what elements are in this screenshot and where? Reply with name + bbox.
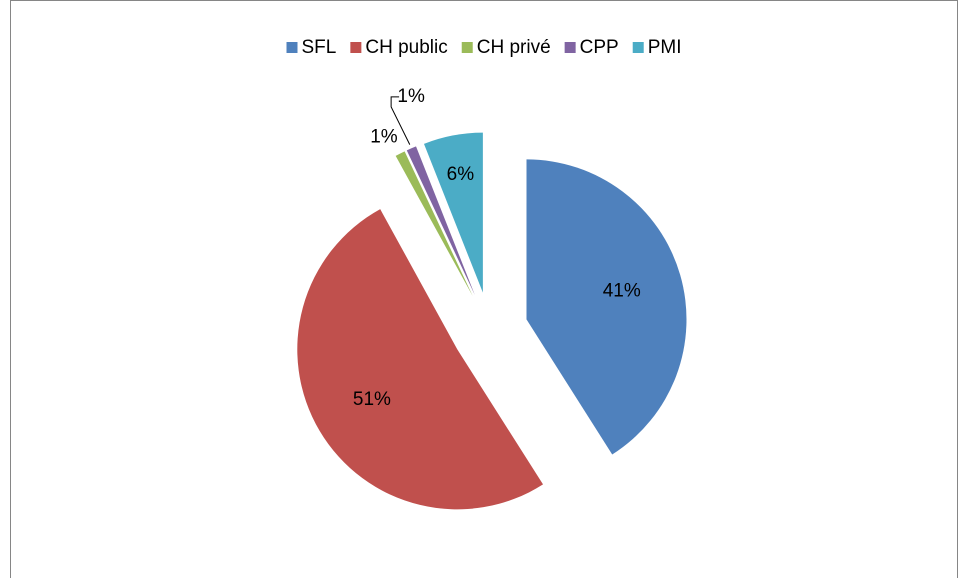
data-label: 1% bbox=[370, 127, 398, 148]
legend-swatch bbox=[461, 42, 473, 53]
legend-label: PMI bbox=[648, 37, 682, 58]
leader-line bbox=[390, 96, 411, 145]
legend-label: CPP bbox=[580, 37, 619, 58]
pie-slice bbox=[406, 146, 475, 296]
legend-swatch bbox=[350, 42, 362, 53]
data-label: 41% bbox=[603, 281, 641, 302]
legend-swatch bbox=[564, 42, 576, 53]
pie-slice bbox=[395, 151, 473, 297]
legend-label: SFL bbox=[302, 37, 337, 58]
pie-slice bbox=[297, 209, 544, 510]
data-label: 51% bbox=[353, 389, 391, 410]
legend-label: CH public bbox=[365, 37, 447, 58]
pie-slice bbox=[526, 159, 687, 455]
legend-label: CH privé bbox=[477, 37, 551, 58]
pie-slice bbox=[423, 132, 483, 293]
legend-swatch bbox=[632, 42, 644, 53]
data-label: 1% bbox=[397, 86, 425, 107]
legend-swatch bbox=[286, 42, 298, 53]
data-label: 6% bbox=[447, 164, 475, 185]
